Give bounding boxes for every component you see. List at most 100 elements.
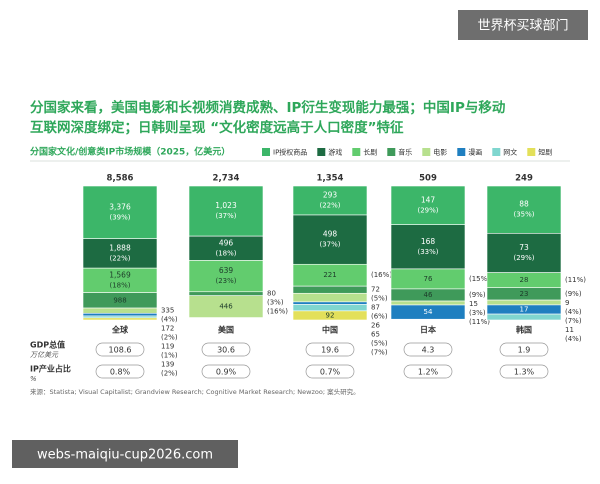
segment-percent: (9%) — [469, 291, 486, 299]
bar-segment — [292, 285, 368, 294]
segment-value: 9 — [565, 299, 569, 307]
segment-value: 639 — [219, 266, 234, 275]
segment-value: 11 — [565, 326, 574, 334]
segment-value: 54 — [424, 308, 433, 316]
total-label: 2,734 — [213, 174, 240, 184]
segment-percent: (22%) — [319, 201, 340, 209]
bar-segment — [188, 295, 264, 318]
segment-percent: (2%) — [161, 370, 178, 378]
legend-swatch — [422, 148, 431, 156]
bar-segment — [82, 317, 158, 321]
gdp-pill — [95, 342, 145, 357]
ip-share-unit: % — [30, 375, 37, 383]
badge: 世界杯买球部门 — [477, 19, 568, 34]
x-tick-label: 美国 — [218, 325, 234, 335]
ip-share-pill — [201, 364, 251, 379]
total-label: 509 — [419, 174, 437, 184]
legend-swatch — [492, 148, 501, 156]
bar-segment — [292, 304, 368, 312]
bar-segment — [390, 300, 466, 306]
segment-percent: (16%) — [267, 308, 288, 316]
gdp-value: 1.9 — [518, 346, 531, 355]
x-tick-label: 韩国 — [516, 325, 532, 335]
segment-value: 147 — [421, 195, 436, 204]
total-label: 8,586 — [107, 174, 134, 184]
segment-value: 76 — [424, 275, 433, 283]
ip-share-pill — [403, 364, 453, 379]
segment-percent: (5%) — [371, 340, 388, 348]
legend-swatch — [387, 148, 396, 156]
badge-bg — [458, 10, 588, 40]
bar-segment — [82, 185, 158, 239]
segment-percent: (3%) — [267, 299, 284, 307]
segment-value: 119 — [161, 343, 174, 351]
title-line: 分国家来看，美国电影和长视频消费成熟、IP衍生变现能力最强；中国IP与移动 — [30, 99, 506, 116]
segment-percent: (18%) — [215, 249, 236, 257]
ip-share-pill — [95, 364, 145, 379]
gdp-label: GDP总值 — [30, 340, 65, 350]
segment-value: 28 — [520, 276, 529, 284]
legend-swatch — [262, 148, 270, 156]
bar-segment — [82, 307, 158, 314]
segment-value: 1,023 — [215, 201, 237, 210]
bar-segment — [292, 310, 368, 321]
segment-value: 498 — [323, 230, 338, 239]
bar-segment — [82, 238, 158, 269]
segment-percent: (5%) — [371, 295, 388, 303]
segment-value: 172 — [161, 325, 174, 333]
segment-value: 65 — [371, 331, 380, 339]
legend-label: 短剧 — [538, 148, 552, 157]
ip-share-pill — [499, 364, 549, 379]
bar-segment — [292, 185, 368, 216]
bar-segment — [486, 185, 562, 234]
gdp-value: 19.6 — [321, 346, 339, 355]
segment-percent: (11%) — [469, 318, 490, 326]
segment-percent: (4%) — [565, 308, 582, 316]
segment-percent: (11%) — [565, 276, 586, 284]
ip-share-label: IP产业占比 — [30, 364, 71, 374]
ip-share-pill — [305, 364, 355, 379]
segment-percent: (37%) — [215, 212, 236, 220]
x-tick-label: 日本 — [420, 325, 436, 335]
segment-value: 80 — [267, 290, 276, 298]
segment-value: 15 — [469, 300, 478, 308]
segment-percent: (6%) — [371, 313, 388, 321]
url-bg — [12, 440, 238, 468]
x-tick-label: 全球 — [111, 325, 129, 335]
total-label: 1,354 — [317, 174, 344, 184]
segment-percent: (18%) — [109, 281, 130, 289]
segment-value: 88 — [519, 200, 529, 209]
segment-value: 168 — [421, 237, 436, 246]
bar-segment — [188, 185, 264, 237]
bar-segment — [188, 291, 264, 296]
segment-value: 26 — [371, 322, 380, 330]
legend-swatch — [352, 148, 361, 156]
total-label: 249 — [515, 174, 533, 184]
segment-value: 496 — [219, 238, 234, 247]
legend-swatch — [457, 148, 466, 156]
segment-percent: (37%) — [319, 241, 340, 249]
segment-percent: (9%) — [565, 290, 582, 298]
gdp-unit: 万亿美元 — [30, 351, 59, 359]
title-line: 互联网深度绑定；日韩则呈现 “文化密度远高于人口密度”特征 — [30, 119, 404, 136]
bar-segment — [390, 224, 466, 270]
segment-value: 72 — [371, 286, 380, 294]
segment-percent: (4%) — [161, 316, 178, 324]
source: 来源：Statista; Visual Capitalist; Grandvie… — [30, 387, 360, 396]
segment-percent: (15%) — [469, 275, 490, 283]
bar-segment — [292, 292, 368, 303]
gdp-pill — [201, 342, 251, 357]
bar-segment — [390, 304, 466, 320]
legend-label: 音乐 — [398, 148, 412, 157]
bar-segment — [82, 267, 158, 293]
segment-value: 1,569 — [109, 270, 131, 279]
bar-segment — [486, 299, 562, 306]
subtitle: 分国家文化/创意类IP市场规模（2025，亿美元） — [30, 146, 230, 158]
gdp-value: 4.3 — [422, 346, 435, 355]
ip-share-value: 0.7% — [320, 368, 341, 377]
segment-percent: (35%) — [513, 211, 534, 219]
segment-value: 46 — [424, 291, 433, 299]
segment-percent: (2%) — [161, 334, 178, 342]
segment-value: 87 — [371, 304, 380, 312]
segment-value: 988 — [113, 296, 126, 304]
